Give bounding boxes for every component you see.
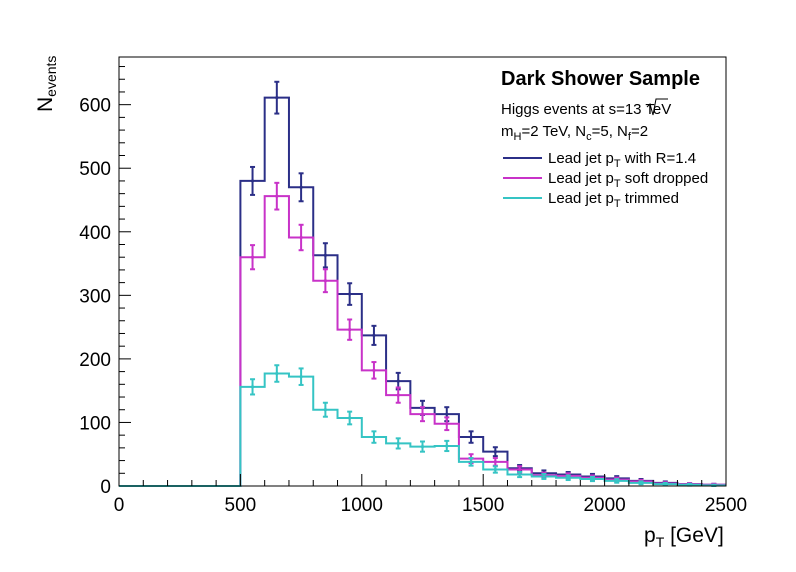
legend-title: Dark Shower Sample — [501, 68, 700, 90]
series-1-point — [275, 96, 279, 100]
series-3-point — [348, 416, 352, 420]
series-2-point — [396, 393, 400, 397]
series-3-point — [250, 385, 255, 389]
series-1-point — [250, 179, 255, 183]
legend-energy-suffix: =13 TeV — [616, 101, 671, 118]
axes-layer: 0 500 1000 1500 2000 2500 0 100 200 300 400 500 600 — [79, 57, 747, 516]
series-3-point — [299, 375, 303, 379]
legend-label-1-part-1: T — [614, 158, 621, 170]
legend-energy-root: s — [609, 101, 617, 118]
series-2-point — [372, 368, 376, 372]
legend-line-params: mH=2 TeV, Nc=5, Nf=2 — [501, 123, 648, 143]
series-3-point — [663, 482, 667, 486]
series-3-point — [372, 435, 376, 439]
series-1-point — [348, 292, 352, 296]
series-3-point — [275, 371, 279, 376]
series-3-point — [493, 467, 497, 472]
legend-label-2: Lead jet pT soft dropped — [548, 170, 708, 190]
series-1-point — [323, 253, 327, 257]
series-3-point — [420, 444, 425, 449]
y-tick-label: 400 — [79, 223, 111, 244]
series-2-point — [420, 412, 425, 416]
series-1-point — [372, 333, 376, 337]
legend-label-3-part-1: T — [614, 198, 621, 210]
series-3-point — [566, 476, 570, 480]
series-1-point — [396, 379, 400, 383]
series-3-point — [615, 479, 619, 483]
series-2-point — [275, 194, 279, 198]
legend-label-3-part-0: Lead jet p — [548, 190, 614, 207]
legend-entry-3: Lead jet pT trimmed — [503, 190, 679, 210]
series-3-point — [323, 408, 327, 412]
legend-label-2-part-2: soft dropped — [621, 170, 709, 187]
series-3-point — [445, 444, 449, 448]
x-tick-label: 2500 — [705, 495, 747, 516]
x-axis-title-sub: T — [656, 534, 665, 550]
y-axis-title-main: N — [34, 97, 57, 112]
legend-label-2-part-1: T — [614, 178, 621, 190]
series-layer — [119, 80, 726, 487]
series-2-point — [493, 460, 497, 464]
legend: Dark Shower Sample Higgs events at s=13 … — [501, 68, 708, 210]
legend-params-part-4: =5, N — [592, 123, 628, 140]
y-tick-label: 200 — [79, 350, 111, 371]
series-3-point — [639, 481, 643, 485]
series-1-point — [469, 435, 473, 439]
series-2-point — [250, 255, 255, 259]
y-axis-title: Nevents — [34, 56, 59, 112]
legend-entry-1: Lead jet pT with R=1.4 — [503, 150, 696, 170]
legend-entry-2: Lead jet pT soft dropped — [503, 170, 708, 190]
legend-params-part-3: c — [586, 131, 592, 143]
series-3-point — [396, 441, 400, 446]
series-1 — [119, 80, 726, 487]
y-tick-label: 100 — [79, 413, 111, 434]
x-tick-label: 2000 — [583, 495, 625, 516]
sqrt-symbol-icon — [646, 98, 668, 116]
series-2-point — [299, 235, 303, 240]
x-tick-label: 500 — [225, 495, 257, 516]
legend-line-energy: Higgs events at s=13 TeV — [501, 101, 671, 118]
y-tick-label: 0 — [100, 477, 111, 498]
legend-label-1: Lead jet pT with R=1.4 — [548, 150, 696, 170]
legend-label-2-part-0: Lead jet p — [548, 170, 614, 187]
y-axis-title-sub: events — [43, 56, 59, 97]
series-3-point — [469, 460, 473, 464]
series-1-point — [493, 450, 497, 454]
series-3-point — [542, 474, 546, 479]
legend-energy-prefix: Higgs events at — [501, 101, 609, 118]
legend-label-1-part-0: Lead jet p — [548, 150, 614, 167]
x-tick-label: 1500 — [462, 495, 504, 516]
y-tick-label: 300 — [79, 286, 111, 307]
legend-label-1-part-2: with R=1.4 — [621, 150, 696, 167]
series-1-point — [445, 412, 449, 416]
legend-params-part-2: =2 TeV, N — [521, 123, 586, 140]
legend-params-part-1: H — [514, 131, 522, 143]
x-axis-title-unit: [GeV] — [664, 524, 724, 547]
y-tick-label: 600 — [79, 96, 111, 117]
x-tick-label: 1000 — [341, 495, 383, 516]
legend-label-3: Lead jet pT trimmed — [548, 190, 679, 210]
series-2-point — [323, 279, 327, 283]
legend-params-part-5: f — [628, 131, 632, 143]
x-tick-label: 0 — [114, 495, 125, 516]
legend-params-part-6: =2 — [631, 123, 648, 140]
series-3-step-line — [119, 372, 726, 487]
series-1-point — [299, 185, 303, 189]
series-3-point — [590, 477, 595, 481]
x-axis-title-main: p — [644, 524, 656, 547]
series-3 — [119, 364, 726, 487]
series-2-point — [518, 467, 522, 472]
series-2-point — [445, 422, 449, 426]
x-axis-title: pT [GeV] — [644, 524, 724, 550]
legend-params-part-0: m — [501, 123, 514, 140]
legend-label-3-part-2: trimmed — [621, 190, 679, 207]
series-3-point — [518, 472, 522, 477]
y-tick-label: 500 — [79, 159, 111, 180]
series-2-point — [348, 328, 352, 332]
